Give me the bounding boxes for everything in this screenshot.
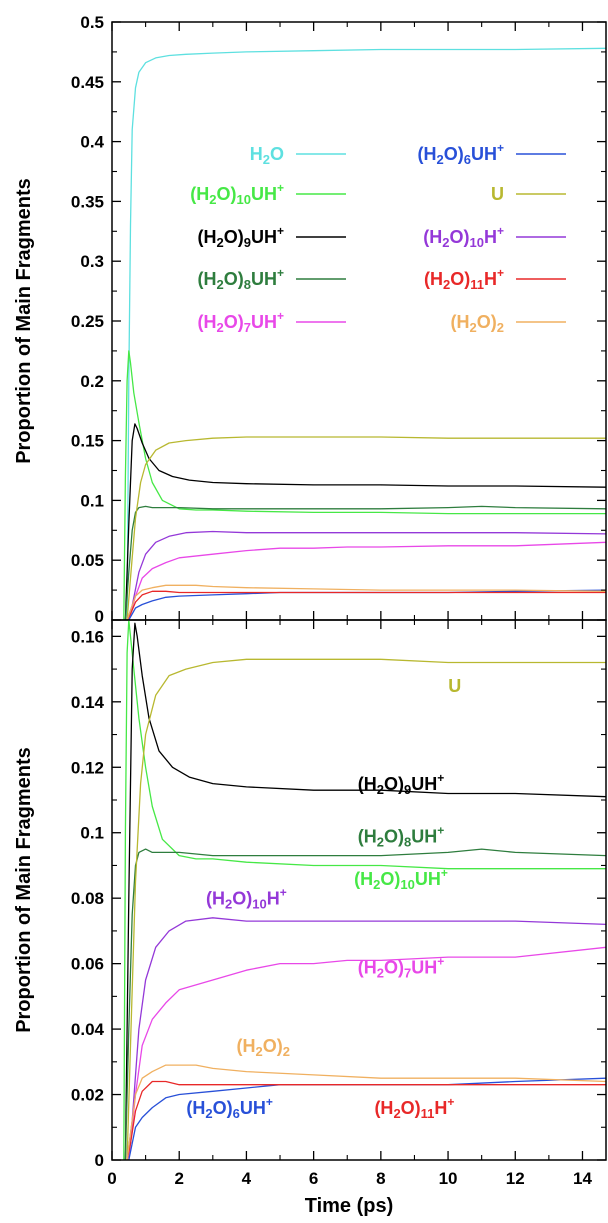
annotations: U (H2O)9UH+ (H2O)8UH+ (H2O)10UH+ (H2O)10H+ (H…	[186, 676, 461, 1121]
chart-panel-top: 0 0.05 0.1 0.15 0.2 0.25 0.3 0.35 0.4 0.45 0.5 Prop…	[13, 13, 607, 626]
series-lines	[123, 620, 606, 1160]
y-tick-label: 0.1	[80, 824, 104, 843]
annotation-h2o6uh: (H2O)6UH+	[186, 1095, 272, 1121]
y-tick-label: 0	[95, 1151, 104, 1170]
annotation-h2o7uh: (H2O)7UH+	[358, 954, 444, 980]
y-tick-label: 0.14	[71, 693, 105, 712]
plot-frame	[111, 21, 607, 621]
y-tick-label: 0.04	[71, 1020, 105, 1039]
series-line-h2o2	[126, 1064, 606, 1160]
legend-label-h2o11h: (H2O)11H+	[424, 266, 504, 292]
x-tick-label: 8	[376, 1169, 385, 1188]
legend-label-h2o7uh: (H2O)7UH+	[198, 309, 284, 335]
y-tick-label: 0.08	[71, 889, 104, 908]
x-tick-label: 4	[242, 1169, 252, 1188]
series-line-h2o7uh	[128, 541, 606, 620]
y-tick-label: 0.02	[71, 1086, 104, 1105]
legend-label-h2o10uh: (H2O)10UH+	[190, 181, 284, 207]
y-tick-label: 0.06	[71, 955, 104, 974]
y-tick-label: 0.1	[80, 491, 104, 510]
series-line-h2o11h	[126, 1080, 606, 1160]
series-lines	[123, 47, 606, 620]
annotation-h2o9uh: (H2O)9UH+	[358, 771, 444, 797]
series-line-h2o7uh	[128, 946, 606, 1160]
series-line-h2o9uh	[124, 622, 606, 1160]
annotation-h2o11h: (H2O)11H+	[374, 1095, 454, 1121]
annotation-h2o2: (H2O)2	[236, 1036, 289, 1059]
series-line-h2o8uh	[124, 505, 606, 620]
y-tick-label: 0.2	[80, 372, 104, 391]
series-line-h2o10uh	[123, 350, 606, 620]
series-line-h2o10uh	[123, 620, 606, 1160]
series-line-h2o6uh	[128, 1077, 606, 1160]
legend-label-h2o8uh: (H2O)8UH+	[198, 266, 284, 292]
legend-label-h2o2: (H2O)2	[451, 312, 504, 335]
annotation-h2o10h: (H2O)10H+	[206, 886, 287, 912]
y-tick-label: 0	[95, 607, 104, 626]
x-tick-label: 12	[506, 1169, 525, 1188]
series-line-h2o10h	[126, 917, 606, 1160]
series-line-h2o9uh	[124, 423, 606, 620]
series-line-h2o8uh	[124, 848, 606, 1160]
series-line-u	[126, 658, 606, 1160]
y-tick-label: 0.4	[80, 133, 104, 152]
x-tick-label: 0	[107, 1169, 116, 1188]
legend: H2O (H2O)10UH+ (H2O)9UH+ (H2O)8UH+ (H2O)7UH+…	[190, 141, 566, 335]
legend-label-h2o9uh: (H2O)9UH+	[198, 224, 284, 250]
y-tick-label: 0.16	[71, 627, 104, 646]
legend-label-h2o6uh: (H2O)6UH+	[418, 141, 504, 167]
x-tick-label: 10	[439, 1169, 458, 1188]
legend-label-h2o: H2O	[250, 144, 284, 167]
series-line-h2o6uh	[128, 589, 606, 620]
y-tick-label: 0.45	[71, 73, 104, 92]
plot-frame	[111, 619, 607, 1161]
legend-label-h2o10h: (H2O)10H+	[423, 224, 504, 250]
series-line-h2o2	[126, 584, 606, 620]
series-line-h2o	[126, 47, 606, 620]
series-line-h2o10h	[126, 530, 606, 620]
x-tick-label: 14	[573, 1169, 592, 1188]
y-tick-label: 0.05	[71, 551, 104, 570]
series-line-u	[126, 436, 606, 620]
y-tick-label: 0.15	[71, 432, 104, 451]
y-tick-label: 0.5	[80, 13, 104, 32]
annotation-h2o10uh: (H2O)10UH+	[354, 866, 448, 892]
annotation-u: U	[448, 676, 461, 696]
chart-panel-bottom: 0 0.02 0.04 0.06 0.08 0.1 0.12 0.14 0.16 0 2 4 6 8 10 1…	[13, 619, 607, 1217]
y-tick-label: 0.35	[71, 192, 104, 211]
legend-label-u: U	[491, 184, 504, 204]
series-line-h2o11h	[126, 590, 606, 620]
y-tick-label: 0.25	[71, 312, 104, 331]
x-tick-label: 6	[309, 1169, 318, 1188]
y-tick-label: 0.3	[80, 252, 104, 271]
y-axis-title: Proportion of Main Fragments	[13, 178, 35, 464]
y-axis-title: Proportion of Main Fragments	[13, 747, 35, 1033]
x-axis-title: Time (ps)	[305, 1195, 394, 1217]
y-tick-label: 0.12	[71, 758, 104, 777]
annotation-h2o8uh: (H2O)8UH+	[358, 824, 444, 850]
x-tick-label: 2	[174, 1169, 183, 1188]
